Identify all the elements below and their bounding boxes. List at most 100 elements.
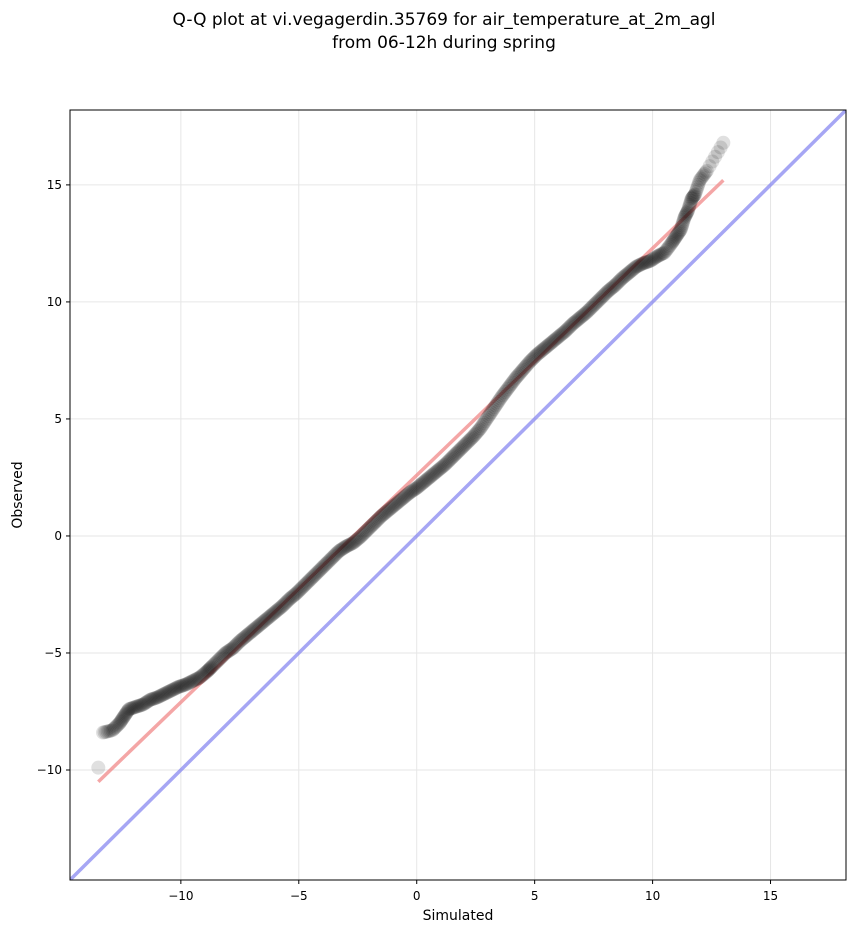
y-tick-label: 0 xyxy=(54,529,62,543)
quantile-point xyxy=(269,604,284,619)
quantile-point xyxy=(650,249,665,264)
quantile-point xyxy=(323,552,338,567)
quantile-point xyxy=(124,701,139,716)
quantile-point xyxy=(674,220,689,235)
quantile-point xyxy=(281,593,296,608)
quantile-point xyxy=(492,393,507,408)
quantile-point xyxy=(139,695,154,710)
quantile-point xyxy=(447,448,462,463)
quantile-point xyxy=(133,698,148,713)
quantile-point xyxy=(152,689,167,704)
quantile-point xyxy=(201,663,216,678)
x-axis-ticks: −10 −5 0 5 10 15 xyxy=(168,880,778,903)
quantile-point xyxy=(469,425,484,440)
quantile-point xyxy=(525,352,540,367)
quantile-point xyxy=(485,403,500,418)
quantile-point xyxy=(250,619,265,634)
quantile-point xyxy=(688,184,703,199)
quantile-point xyxy=(639,255,654,270)
quantile-point xyxy=(614,271,629,286)
quantile-point xyxy=(310,565,325,580)
quantile-point xyxy=(169,681,184,696)
y-tick-label: 5 xyxy=(54,412,62,426)
quantile-point xyxy=(586,298,601,313)
quantile-point xyxy=(178,677,193,692)
quantile-point xyxy=(320,555,335,570)
quantile-point xyxy=(573,310,588,325)
quantile-point xyxy=(350,532,365,547)
quantile-point xyxy=(425,468,440,483)
quantile-point xyxy=(285,589,300,604)
quantile-point xyxy=(413,478,428,493)
quantile-point xyxy=(380,504,395,519)
quantile-point xyxy=(361,521,376,536)
quantile-point xyxy=(368,514,383,529)
quantile-point xyxy=(559,323,574,337)
quantile-point xyxy=(509,369,524,384)
quantile-point xyxy=(265,606,280,621)
quantile-point xyxy=(184,674,199,689)
fit-line xyxy=(97,178,725,783)
quantile-point xyxy=(629,259,644,274)
quantile-point xyxy=(652,248,667,263)
quantile-point xyxy=(218,645,233,660)
quantile-point xyxy=(681,201,696,216)
quantile-point xyxy=(667,231,682,246)
quantile-point xyxy=(682,199,697,214)
quantile-point xyxy=(616,270,631,285)
quantile-point xyxy=(651,248,666,263)
quantile-point xyxy=(370,512,385,527)
quantile-point xyxy=(406,483,421,498)
quantile-point xyxy=(664,236,679,251)
quantile-point xyxy=(217,647,232,662)
quantile-point xyxy=(423,469,438,484)
quantile-point xyxy=(640,254,655,269)
quantile-point xyxy=(390,495,405,510)
quantile-point xyxy=(166,682,181,697)
quantile-point xyxy=(688,187,703,202)
quantile-point xyxy=(611,275,626,290)
quantile-point xyxy=(527,349,542,364)
quantile-point xyxy=(682,197,697,212)
quantile-point xyxy=(113,715,128,730)
quantile-point xyxy=(132,698,147,713)
quantile-point xyxy=(624,263,639,278)
quantile-point xyxy=(215,649,230,664)
quantile-point xyxy=(422,470,437,485)
quantile-point xyxy=(606,279,621,294)
quantile-point xyxy=(678,209,693,224)
quantile-points xyxy=(91,135,731,775)
quantile-point xyxy=(156,687,171,702)
quantile-point xyxy=(165,682,180,697)
quantile-point xyxy=(243,625,258,640)
quantile-point xyxy=(229,637,244,652)
quantile-point xyxy=(584,300,599,315)
quantile-point xyxy=(180,676,195,691)
quantile-point xyxy=(126,700,141,715)
quantile-point xyxy=(340,538,355,553)
quantile-point xyxy=(412,479,427,494)
quantile-point xyxy=(646,251,661,266)
quantile-point xyxy=(191,671,206,686)
quantile-point xyxy=(480,410,495,425)
quantile-point xyxy=(623,264,638,279)
quantile-point xyxy=(296,579,311,594)
quantile-point xyxy=(521,355,536,370)
quantile-point xyxy=(662,239,677,254)
quantile-point xyxy=(317,558,332,573)
y-tick-label: −5 xyxy=(44,646,62,660)
quantile-point xyxy=(212,651,227,666)
quantile-point xyxy=(683,195,698,210)
quantile-point xyxy=(702,159,717,174)
quantile-point xyxy=(99,724,114,739)
quantile-point xyxy=(261,610,276,625)
quantile-point xyxy=(190,671,205,686)
quantile-point xyxy=(383,501,398,516)
quantile-point xyxy=(346,535,361,550)
y-axis-ticks: −10 −5 0 5 10 15 xyxy=(37,178,70,777)
quantile-point xyxy=(136,697,151,712)
quantile-point xyxy=(429,464,444,479)
quantile-point xyxy=(522,354,537,369)
quantile-point xyxy=(622,265,637,280)
